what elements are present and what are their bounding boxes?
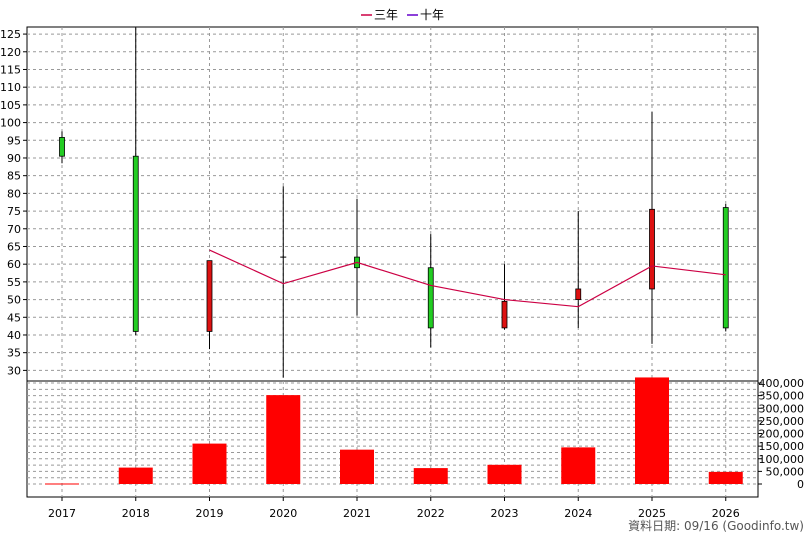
volume-tick-label: 350,000: [759, 390, 805, 403]
volume-bar-2024: [561, 447, 596, 484]
x-tick-label: 2020: [269, 507, 297, 520]
volume-bar-2020: [266, 395, 301, 484]
candle-body-2025: [649, 208, 655, 290]
candle-body-2018: [132, 155, 139, 332]
x-tick-label: 2021: [343, 507, 371, 520]
candle-body-2017: [59, 137, 65, 157]
price-tick-label: 60: [7, 258, 21, 271]
candle-body-2024: [575, 288, 582, 300]
price-tick-label: 115: [0, 63, 21, 76]
legend: 三年 十年: [361, 8, 444, 22]
price-tick-label: 110: [0, 81, 21, 94]
price-tick-label: 85: [7, 170, 21, 183]
x-tick-label: 2023: [491, 507, 519, 520]
price-tick-label: 80: [7, 187, 21, 200]
price-tick-label: 100: [0, 117, 21, 130]
price-tick-label: 30: [7, 364, 21, 377]
price-tick-label: 35: [7, 347, 21, 360]
footer-source-note: 資料日期: 09/16 (Goodinfo.tw): [628, 519, 804, 533]
price-tick-label: 50: [7, 294, 21, 307]
legend-ma10-label: 十年: [420, 8, 444, 22]
price-tick-label: 105: [0, 99, 21, 112]
candle-body-2026: [722, 207, 729, 329]
x-tick-label: 2025: [638, 507, 666, 520]
volume-tick-label: 50,000: [766, 465, 805, 478]
candle-body-2023: [501, 300, 508, 329]
price-tick-label: 55: [7, 276, 21, 289]
price-tick-label: 95: [7, 134, 21, 147]
x-tick-label: 2022: [417, 507, 445, 520]
x-tick-label: 2019: [196, 507, 224, 520]
moving-average-lines: [209, 249, 726, 308]
volume-bar-2025: [635, 377, 669, 484]
x-tick-label: 2026: [712, 507, 740, 520]
price-tick-label: 120: [0, 46, 21, 59]
volume-bar-2019: [192, 443, 227, 484]
volume-tick-label: 300,000: [759, 402, 805, 415]
volume-bar-2023: [487, 464, 522, 484]
price-tick-label: 40: [7, 329, 21, 342]
volume-bar-2018: [118, 467, 153, 484]
legend-ma3-label: 三年: [374, 8, 398, 22]
volume-tick-label: 0: [797, 478, 804, 491]
price-tick-label: 125: [0, 28, 21, 41]
candle-body-2022: [427, 267, 434, 329]
price-tick-label: 65: [7, 240, 21, 253]
volume-axis: 400,000350,000300,000250,000200,000150,0…: [758, 377, 804, 491]
volume-tick-label: 150,000: [759, 440, 805, 453]
volume-bar-2017: [45, 483, 79, 485]
grid-lines: [27, 27, 758, 497]
ma3-line: [209, 249, 726, 308]
candle-body-2019: [206, 260, 213, 332]
price-tick-label: 45: [7, 311, 21, 324]
price-tick-label: 70: [7, 223, 21, 236]
x-axis: 2017 2018 2019 2020 2021 2022 2023 2024 2025 2026: [48, 497, 740, 520]
volume-tick-label: 100,000: [759, 453, 805, 466]
x-tick-label: 2018: [122, 507, 150, 520]
price-tick-label: 75: [7, 205, 21, 218]
price-axis: 125 120 115 110 105 100 95 90 85 80 75 70 65 60 55 50 45…: [0, 28, 27, 377]
volume-tick-label: 200,000: [759, 428, 805, 441]
volume-bar-2022: [413, 468, 448, 484]
volume-bars: [45, 377, 743, 485]
volume-plot-frame: [26, 380, 759, 498]
volume-tick-label: 400,000: [759, 377, 805, 390]
volume-bar-2026: [708, 471, 743, 484]
volume-tick-label: 250,000: [759, 415, 805, 428]
x-tick-label: 2024: [564, 507, 592, 520]
candlesticks: [59, 27, 729, 378]
price-tick-label: 90: [7, 152, 21, 165]
volume-bar-2021: [340, 449, 374, 484]
x-tick-label: 2017: [48, 507, 76, 520]
